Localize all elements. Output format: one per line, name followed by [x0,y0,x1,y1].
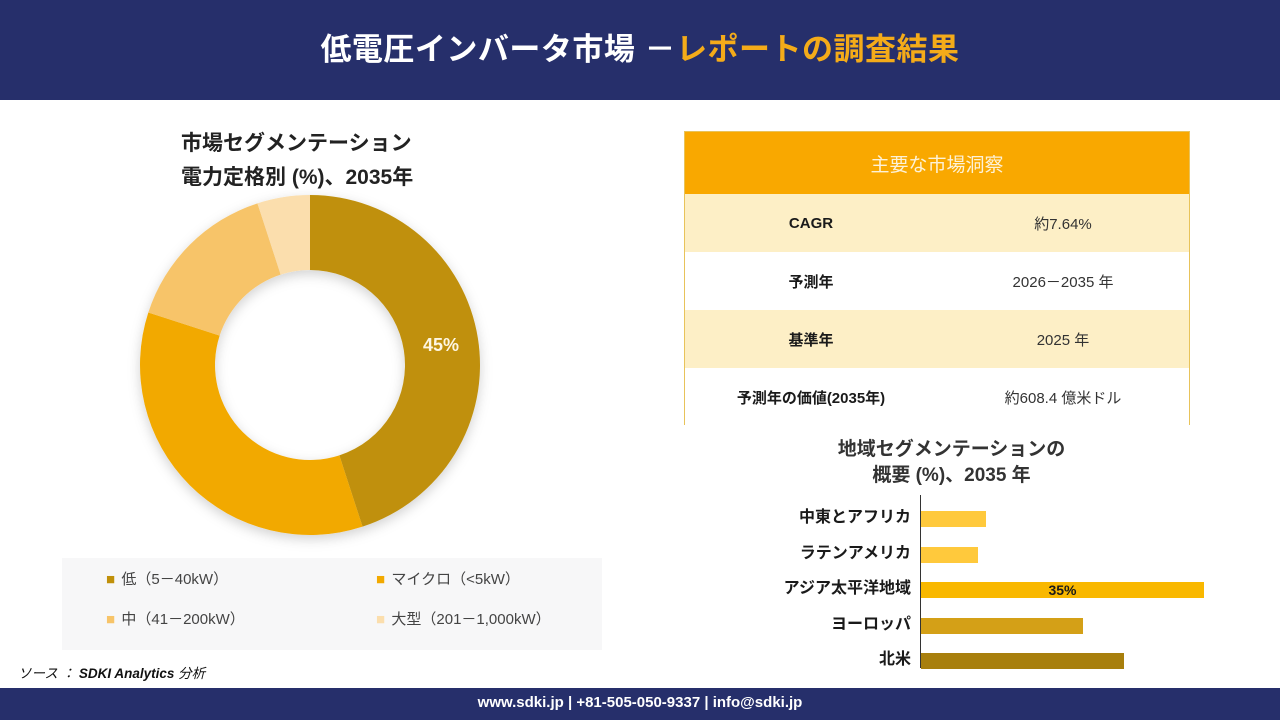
svg-text:45%: 45% [423,335,459,355]
